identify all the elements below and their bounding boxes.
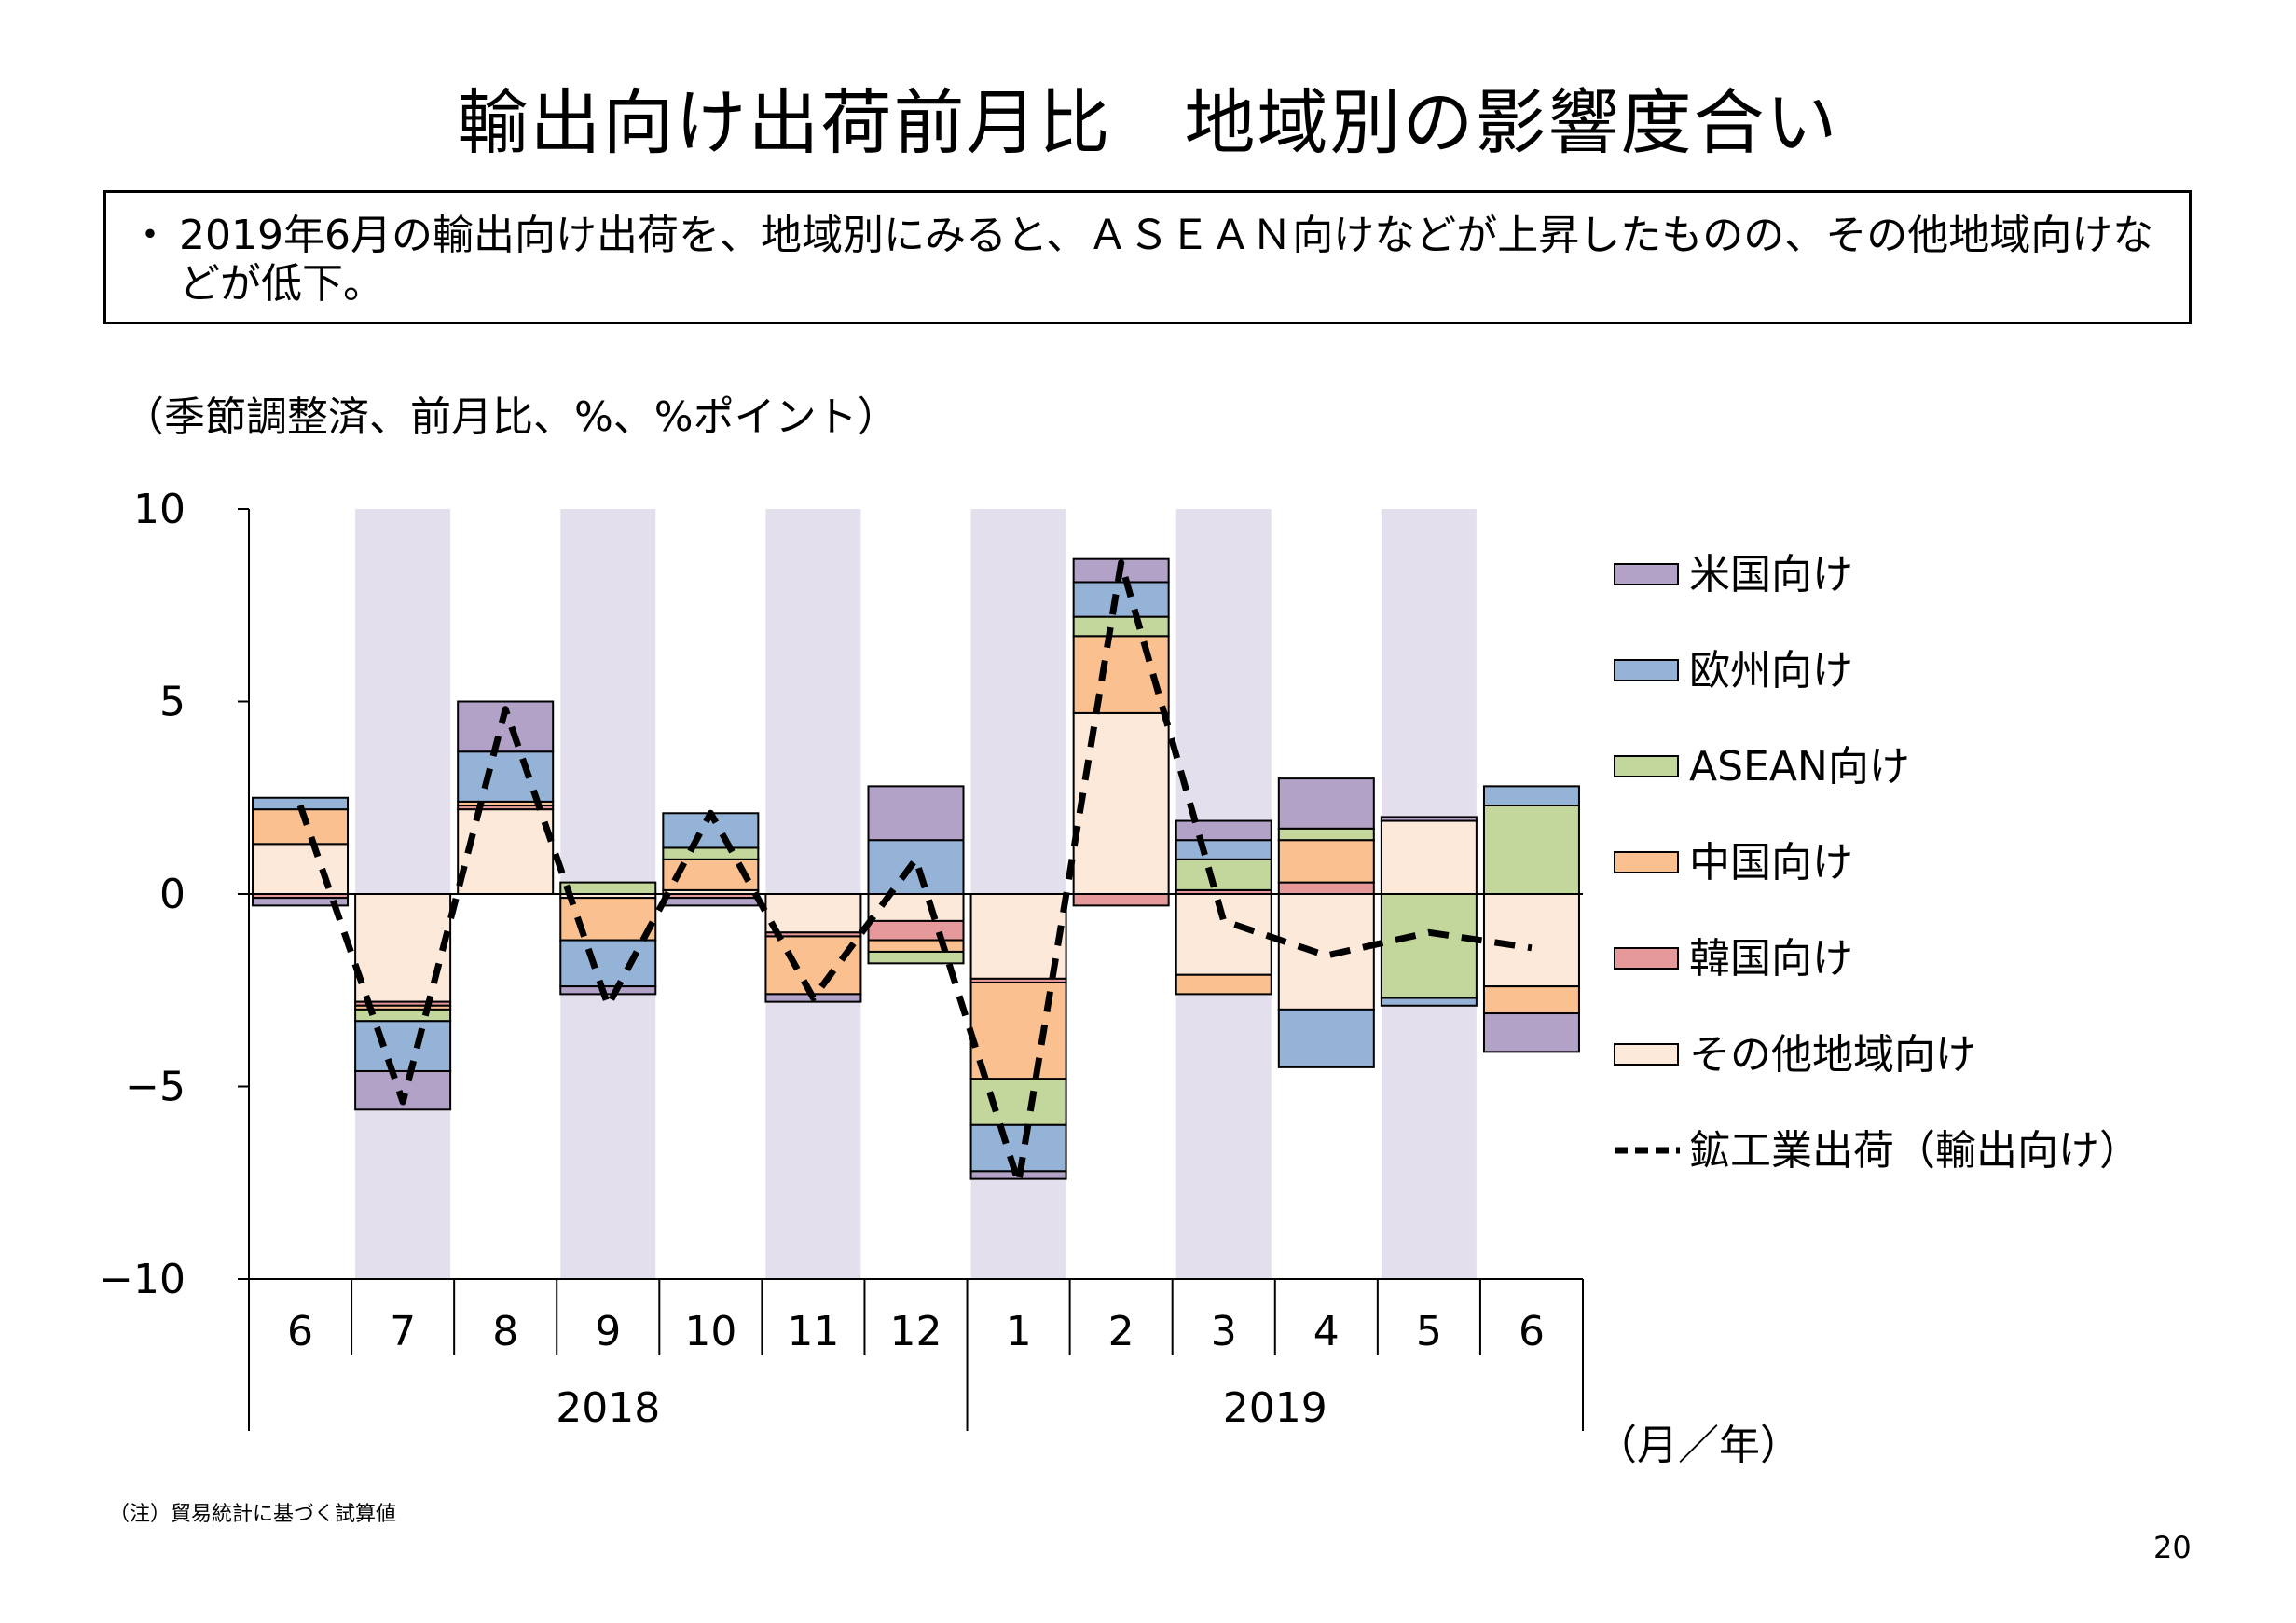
bar-other-1 [354,893,452,1003]
legend-label-line: 鉱工業出荷（輸出向け） [1689,1127,2140,1175]
x-tick-label-9: 3 [1211,1308,1237,1355]
bar-europe-12 [1482,785,1580,807]
bar-us-3 [559,985,657,996]
x-tick-label-0: 6 [287,1308,313,1355]
bar-asean-10 [1277,827,1375,842]
bar-europe-6 [867,839,965,895]
bar-asean-4 [662,846,760,860]
year-label-0: 2018 [556,1384,660,1432]
bar-other-8 [1072,711,1170,896]
bar-europe-2 [457,750,555,803]
bar-us-10 [1277,777,1375,830]
bar-us-0 [252,897,350,907]
y-tick-label-3: −5 [125,1064,186,1111]
legend-label-europe: 欧州向け [1689,647,1853,695]
bar-europe-9 [1175,839,1272,860]
x-tick-label-5: 11 [787,1308,839,1355]
bar-asean-12 [1482,805,1580,896]
bar-us-4 [662,897,760,907]
x-axis-unit-label: （月／年） [1596,1422,1801,1469]
legend-label-us: 米国向け [1689,551,1853,598]
legend-swatch-asean [1614,755,1679,777]
note-bullet: ・ [130,212,171,259]
bar-china-6 [867,939,965,953]
bar-korea-8 [1072,893,1170,907]
bar-other-10 [1277,893,1375,1011]
legend-swatch-china [1614,851,1679,873]
footnote: （注）貿易統計に基づく試算値 [109,1503,397,1526]
x-tick-label-1: 7 [390,1308,416,1355]
x-tick-label-7: 1 [1006,1308,1032,1355]
bar-us-6 [867,785,965,842]
line-series-path [296,559,1533,1187]
bar-asean-9 [1175,858,1272,891]
bar-europe-1 [354,1020,452,1072]
bar-china-12 [1482,985,1580,1015]
legend-label-asean: ASEAN向け [1689,743,1910,791]
bar-other-6 [867,893,965,922]
legend-swatch-us [1614,563,1679,585]
legend-label-other: その他地域向け [1689,1031,1976,1079]
y-tick-label-0: 10 [133,486,186,533]
bar-us-11 [1380,816,1478,822]
x-tick-label-2: 8 [492,1308,518,1355]
y-tick-label-1: 5 [159,679,186,726]
bar-asean-8 [1072,615,1170,638]
x-tick-label-11: 5 [1416,1308,1442,1355]
bar-asean-3 [559,881,657,895]
note-text: 2019年6月の輸出向け出荷を、地域別にみると、ＡＳＥＡＮ向けなどが上昇したもの… [179,212,2154,308]
bar-korea-6 [867,919,965,942]
x-tick-label-12: 6 [1519,1308,1545,1355]
y-tick-label-4: −10 [99,1256,186,1303]
bar-other-5 [764,893,862,934]
legend-swatch-korea [1614,947,1679,970]
bar-china-0 [252,808,350,846]
chart-unit-label: （季節調整済、前月比、%、%ポイント） [123,393,899,441]
summary-note-box: ・ 2019年6月の輸出向け出荷を、地域別にみると、ＡＳＥＡＮ向けなどが上昇した… [103,190,2192,324]
page-title: 輸出向け出荷前月比 地域別の影響度合い [457,81,1839,164]
bar-other-0 [252,843,350,895]
bar-us-9 [1175,819,1272,842]
x-tick-label-6: 12 [890,1308,942,1355]
page-number: 20 [2153,1530,2192,1565]
bar-asean-11 [1380,893,1478,999]
legend-label-korea: 韓国向け [1689,935,1853,983]
export-shipments-line [296,559,1533,1187]
bar-other-2 [457,808,555,896]
x-tick-label-10: 4 [1313,1308,1340,1355]
legend-swatch-europe [1614,659,1679,681]
bar-europe-10 [1277,1008,1375,1068]
bar-other-9 [1175,893,1272,976]
bar-europe-3 [559,939,657,988]
bar-asean-7 [969,1078,1067,1126]
bar-europe-8 [1072,581,1170,618]
bar-china-8 [1072,635,1170,714]
x-tick-label-8: 2 [1108,1308,1134,1355]
bar-asean-6 [867,950,965,965]
bar-other-11 [1380,819,1478,896]
legend-label-china: 中国向け [1689,839,1853,887]
y-tick-label-2: 0 [159,871,186,918]
x-tick-label-3: 9 [595,1308,621,1355]
year-label-1: 2019 [1223,1384,1327,1432]
bar-europe-11 [1380,997,1478,1007]
bar-china-10 [1277,839,1375,884]
bar-korea-10 [1277,881,1375,895]
x-tick-label-4: 10 [684,1308,736,1355]
bar-us-12 [1482,1012,1580,1053]
bar-china-9 [1175,973,1272,996]
bar-china-5 [764,935,862,996]
legend-swatch-other [1614,1043,1679,1066]
